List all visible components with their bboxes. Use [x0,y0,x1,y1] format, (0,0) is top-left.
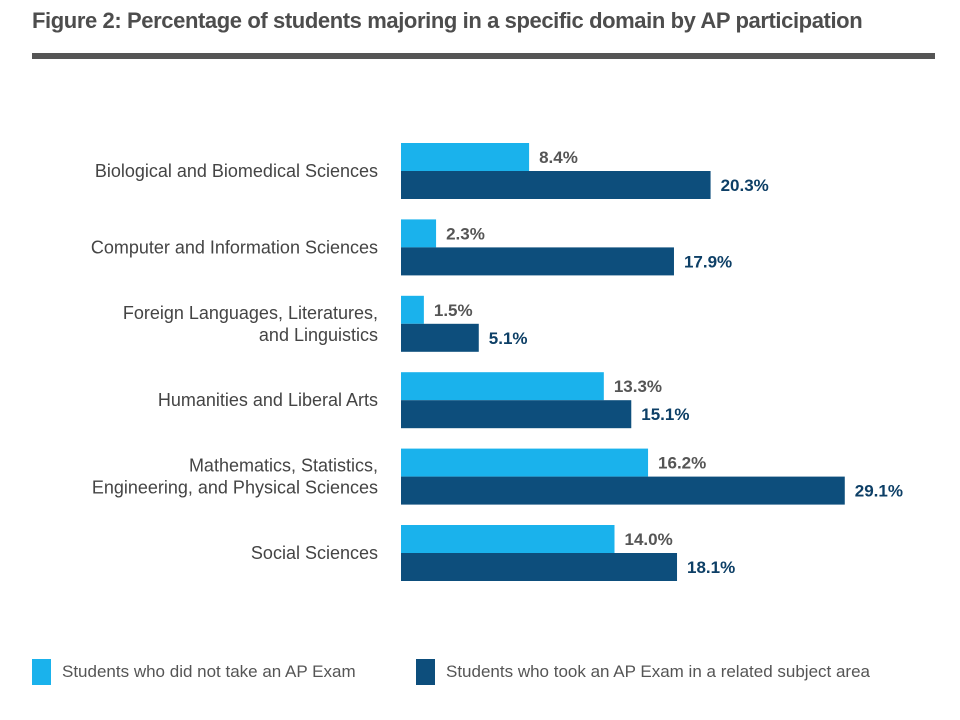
category-label-foreign-languages-literatures-and-linguistics: Foreign Languages, Literatures, and Lingu… [123,303,378,345]
legend-item-no-ap: Students who did not take an AP Exam [32,659,356,685]
category-label-computer-and-information-sciences: Computer and Information Sciences [91,237,378,257]
data-label-no-ap-foreign-languages-literatures-and-linguistics: 1.5% [434,301,473,320]
bar-ap-humanities-and-liberal-arts [401,400,632,429]
data-label-ap-humanities-and-liberal-arts: 15.1% [641,405,689,424]
category-label-line: Foreign Languages, Literatures, [123,303,378,323]
category-label-line: and Linguistics [259,325,378,345]
title-rule [32,53,935,59]
data-label-ap-social-sciences: 18.1% [687,558,735,577]
chart-title: Figure 2: Percentage of students majorin… [32,8,863,33]
bar-ap-computer-and-information-sciences [401,247,674,276]
category-label-line: Social Sciences [251,543,378,563]
bar-ap-foreign-languages-literatures-and-linguistics [401,323,479,352]
category-label-biological-and-biomedical-sciences: Biological and Biomedical Sciences [95,161,378,181]
data-label-no-ap-biological-and-biomedical-sciences: 8.4% [539,148,578,167]
legend-swatch-no-ap [32,659,51,685]
bar-no-ap-humanities-and-liberal-arts [401,372,604,401]
bar-no-ap-social-sciences [401,525,615,553]
legend-label-no-ap: Students who did not take an AP Exam [62,662,356,681]
data-label-ap-foreign-languages-literatures-and-linguistics: 5.1% [489,329,528,348]
data-label-no-ap-computer-and-information-sciences: 2.3% [446,224,485,243]
bar-no-ap-computer-and-information-sciences [401,219,437,248]
category-label-line: Humanities and Liberal Arts [158,390,378,410]
category-label-humanities-and-liberal-arts: Humanities and Liberal Arts [158,390,378,410]
bar-chart: Biological and Biomedical Sciences 8.4% 20… [91,143,903,581]
category-label-line: Computer and Information Sciences [91,237,378,257]
data-label-ap-computer-and-information-sciences: 17.9% [684,252,732,271]
category-label-social-sciences: Social Sciences [251,543,378,563]
data-label-ap-biological-and-biomedical-sciences: 20.3% [721,176,769,195]
category-label-line: Biological and Biomedical Sciences [95,161,378,181]
bar-no-ap-biological-and-biomedical-sciences [401,143,530,171]
category-label-mathematics-statistics-engineering-and-physical-sciences: Mathematics, Statistics, Engineering, and… [92,456,378,498]
data-label-no-ap-social-sciences: 14.0% [625,530,673,549]
bar-no-ap-mathematics-statistics-engineering-and-physical-sciences [401,448,649,477]
data-label-no-ap-mathematics-statistics-engineering-and-physical-sciences: 16.2% [658,454,706,473]
legend-swatch-ap [416,659,435,685]
legend-item-ap: Students who took an AP Exam in a relate… [416,659,870,685]
data-label-ap-mathematics-statistics-engineering-and-physical-sciences: 29.1% [855,482,903,501]
category-label-line: Mathematics, Statistics, [189,456,378,476]
bar-ap-social-sciences [401,553,678,581]
bar-ap-mathematics-statistics-engineering-and-physical-sciences [401,476,845,505]
legend-label-ap: Students who took an AP Exam in a relate… [446,662,871,681]
category-label-line: Engineering, and Physical Sciences [92,478,378,498]
data-label-no-ap-humanities-and-liberal-arts: 13.3% [614,377,662,396]
bar-no-ap-foreign-languages-literatures-and-linguistics [401,295,424,324]
bar-ap-biological-and-biomedical-sciences [401,171,711,199]
